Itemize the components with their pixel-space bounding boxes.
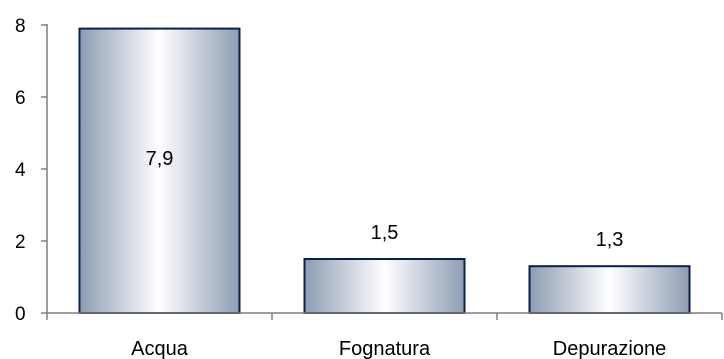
y-tick-label: 0: [15, 304, 26, 325]
data-label-fognatura: 1,5: [371, 222, 399, 244]
data-label-acqua: 7,9: [146, 148, 174, 170]
y-tick-label: 4: [15, 160, 26, 181]
bar-depurazione: [528, 265, 691, 315]
axes: [41, 24, 723, 320]
bar-fognatura: [303, 258, 466, 314]
y-tick-label: 6: [15, 88, 26, 109]
bars-layer: [78, 27, 691, 315]
labels-layer: 7,9 Acqua 1,5 Fognatura 1,3 Depurazione 0 2 4 6 8: [15, 16, 666, 359]
y-tick-label: 8: [15, 16, 26, 37]
data-label-depurazione: 1,3: [596, 229, 624, 251]
x-tick-label: Fognatura: [339, 338, 431, 359]
bar-acqua: [78, 27, 241, 314]
y-tick-label: 2: [15, 232, 26, 253]
x-tick-label: Acqua: [131, 338, 189, 359]
x-tick-label: Depurazione: [553, 338, 666, 359]
